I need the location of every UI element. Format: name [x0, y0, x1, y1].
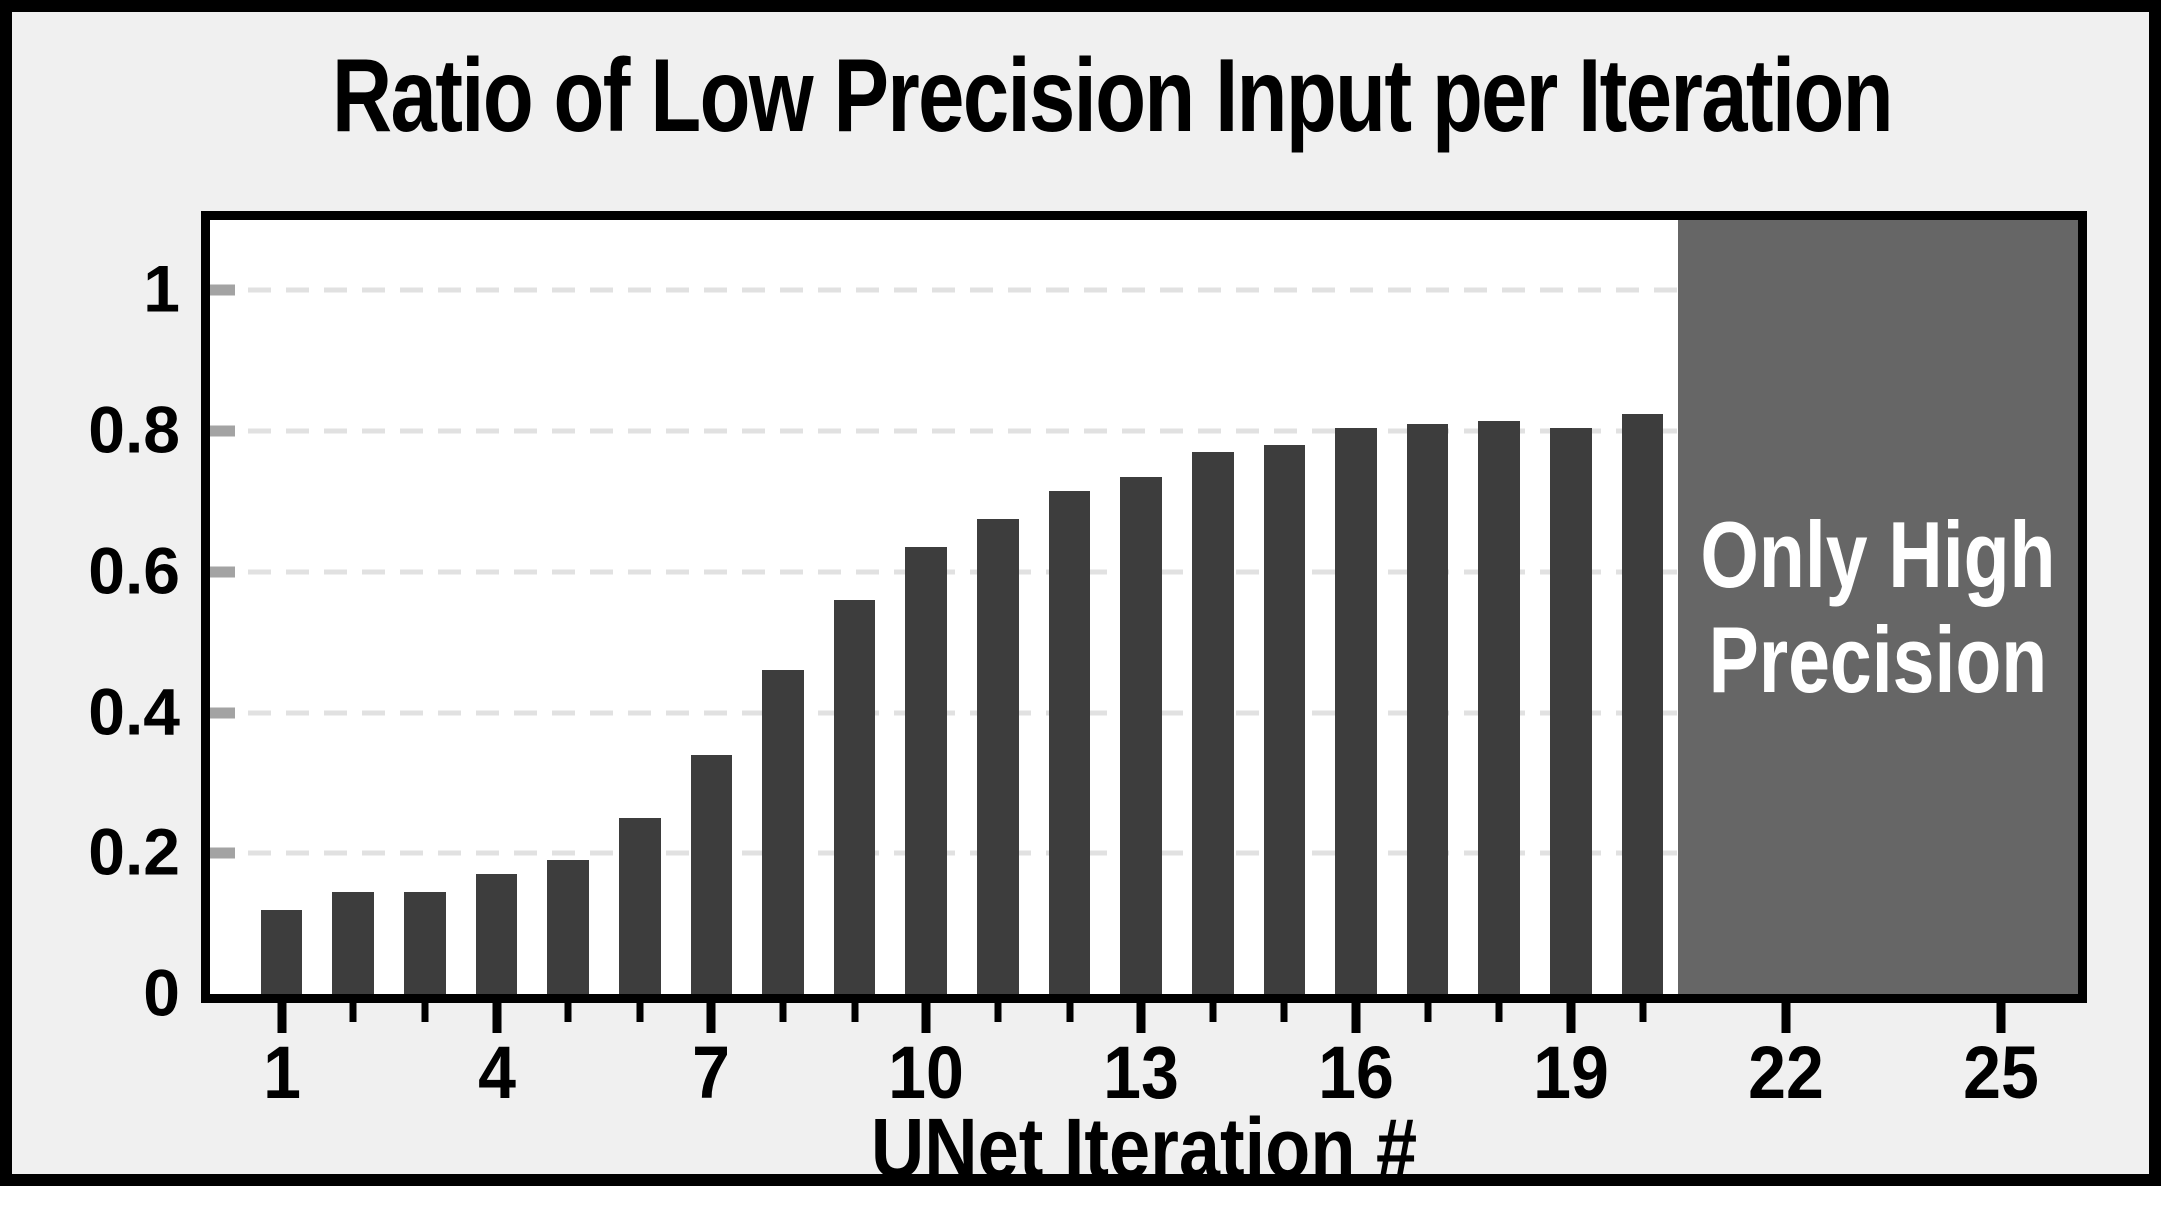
y-tick-mark-0.6	[210, 566, 235, 578]
y-tick-label-0.4: 0.4	[88, 674, 180, 749]
x-major-tick-22	[1781, 1003, 1791, 1033]
x-minor-tick-9	[851, 1003, 859, 1022]
plot-inner: Only High Precision	[210, 220, 2078, 994]
bar-iteration-18	[1478, 420, 1521, 994]
x-minor-tick-2	[349, 1003, 357, 1022]
x-minor-tick-20	[1639, 1003, 1646, 1022]
bar-iteration-10	[905, 547, 948, 994]
x-major-tick-19	[1566, 1003, 1576, 1033]
x-minor-tick-18	[1495, 1003, 1503, 1022]
plot-area: Only High Precision	[201, 211, 2087, 1003]
bar-iteration-14	[1191, 452, 1234, 994]
bar-iteration-4	[475, 874, 518, 994]
x-tick-label-4: 4	[477, 1031, 516, 1114]
y-tick-mark-0.2	[210, 847, 235, 859]
y-tick-label-0: 0	[143, 955, 180, 1030]
x-axis-label: UNet Iteration #	[870, 1101, 1418, 1195]
bar-iteration-8	[762, 670, 804, 994]
x-minor-tick-11	[994, 1003, 1002, 1022]
x-tick-label-1: 1	[262, 1031, 301, 1114]
x-major-tick-13	[1136, 1003, 1146, 1033]
x-tick-label-16: 16	[1318, 1031, 1394, 1114]
y-tick-label-1: 1	[143, 252, 180, 327]
x-major-tick-25	[1996, 1003, 2006, 1033]
bar-iteration-9	[833, 599, 876, 994]
bar-iteration-11	[977, 519, 1019, 994]
bar-iteration-15	[1263, 445, 1306, 994]
gridline-y-1	[210, 287, 2078, 293]
x-tick-label-19: 19	[1533, 1031, 1609, 1114]
high-precision-label-line2: Precision	[1708, 607, 2048, 712]
x-tick-label-25: 25	[1962, 1031, 2039, 1114]
bar-iteration-16	[1335, 427, 1377, 994]
x-minor-tick-14	[1209, 1003, 1217, 1022]
chart-title: Ratio of Low Precision Input per Iterati…	[332, 38, 1894, 154]
bar-iteration-17	[1406, 424, 1449, 994]
high-precision-region: Only High Precision	[1678, 220, 2078, 994]
gridline-y-0.8	[210, 428, 2078, 434]
y-tick-mark-0.8	[210, 425, 235, 437]
y-tick-mark-0.4	[210, 707, 235, 719]
bar-iteration-7	[690, 754, 733, 994]
y-tick-label-0.8: 0.8	[88, 392, 180, 467]
x-major-tick-1	[277, 1003, 287, 1033]
x-major-tick-4	[492, 1003, 501, 1033]
bar-iteration-3	[404, 891, 446, 994]
high-precision-label: Only High Precision	[1701, 502, 2056, 713]
bar-iteration-12	[1048, 490, 1091, 994]
y-tick-mark-1	[210, 284, 235, 296]
x-major-tick-7	[706, 1003, 716, 1033]
x-minor-tick-12	[1066, 1003, 1073, 1022]
x-minor-tick-8	[779, 1003, 787, 1022]
y-tick-label-0.6: 0.6	[88, 533, 180, 608]
x-minor-tick-17	[1424, 1003, 1432, 1022]
bar-iteration-6	[618, 818, 661, 994]
x-tick-label-10: 10	[888, 1031, 965, 1114]
x-minor-tick-3	[421, 1003, 429, 1022]
x-tick-label-7: 7	[692, 1031, 731, 1114]
high-precision-label-line1: Only High	[1700, 501, 2056, 607]
bar-iteration-19	[1550, 427, 1592, 994]
y-tick-label-0.2: 0.2	[88, 814, 180, 889]
bar-iteration-2	[332, 891, 374, 994]
x-minor-tick-15	[1280, 1003, 1288, 1022]
bar-iteration-1	[260, 909, 303, 994]
x-tick-label-22: 22	[1747, 1031, 1824, 1114]
bar-iteration-13	[1120, 476, 1162, 994]
bar-iteration-20	[1621, 413, 1664, 994]
x-major-tick-10	[921, 1003, 931, 1033]
bar-iteration-5	[547, 860, 589, 994]
x-major-tick-16	[1351, 1003, 1361, 1033]
x-tick-label-13: 13	[1103, 1031, 1179, 1114]
x-minor-tick-5	[564, 1003, 572, 1022]
x-minor-tick-6	[636, 1003, 644, 1022]
